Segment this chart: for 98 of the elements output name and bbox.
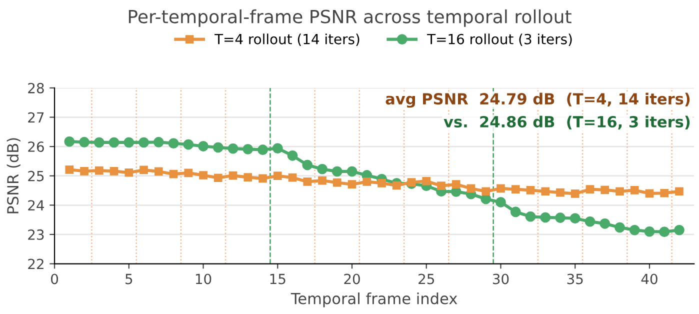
point — [570, 213, 580, 224]
x-tick-label: 25 — [418, 274, 434, 284]
point — [287, 150, 298, 161]
point — [124, 137, 134, 148]
y-tick-label: 24 — [28, 200, 44, 210]
point — [422, 176, 431, 186]
point — [644, 226, 655, 237]
y-tick-label: 28 — [28, 82, 44, 94]
point — [584, 216, 596, 227]
point — [214, 174, 222, 182]
point — [348, 180, 356, 189]
point — [94, 137, 104, 148]
point — [198, 141, 208, 152]
x-tick-label: 10 — [196, 274, 212, 284]
point — [496, 197, 506, 208]
x-tick-label: 15 — [270, 274, 286, 284]
point — [199, 171, 208, 180]
point — [258, 174, 267, 183]
point — [392, 181, 401, 190]
point — [629, 224, 640, 236]
point — [660, 188, 669, 198]
point — [346, 166, 358, 177]
point — [452, 180, 460, 189]
x-tick-label: 35 — [567, 274, 583, 284]
point — [318, 176, 326, 185]
point — [169, 170, 178, 178]
y-tick-label: 27 — [28, 112, 44, 123]
point — [183, 139, 194, 150]
point — [168, 138, 179, 149]
x-axis-title: Temporal frame index — [290, 292, 458, 308]
chart-title: Per-temporal-frame PSNR across temporal rollout — [128, 9, 572, 27]
point — [154, 167, 163, 176]
point — [65, 166, 74, 174]
point — [153, 136, 164, 148]
y-axis-title: PSNR (dB) — [6, 138, 20, 214]
y-tick-label: 23 — [28, 229, 44, 240]
point — [108, 137, 120, 148]
point — [228, 143, 238, 154]
x-tick-label: 40 — [641, 274, 658, 284]
point — [630, 186, 639, 194]
point — [303, 178, 312, 186]
point — [496, 184, 505, 193]
point — [540, 212, 551, 223]
point — [138, 137, 149, 148]
annotation: avg PSNR 24.79 dB (T=4, 14 iters) — [386, 92, 690, 108]
point — [94, 166, 104, 175]
point — [525, 211, 536, 222]
point — [510, 206, 521, 218]
legend-label: T=4 rollout (14 iters) — [214, 34, 360, 46]
point — [526, 186, 535, 194]
point — [273, 172, 282, 180]
point — [378, 179, 386, 188]
point — [675, 187, 684, 196]
point — [614, 222, 625, 233]
point — [482, 187, 490, 196]
point — [302, 160, 313, 170]
point — [272, 143, 283, 154]
x-tick-label: 5 — [126, 274, 132, 284]
point — [600, 186, 610, 194]
point — [466, 184, 476, 193]
y-tick-label: 26 — [28, 142, 44, 152]
point — [80, 166, 88, 176]
x-tick-label: 0 — [51, 274, 58, 284]
point — [317, 164, 328, 174]
point — [140, 166, 148, 174]
point — [124, 168, 134, 177]
x-tick-label: 20 — [344, 274, 360, 284]
point — [555, 212, 566, 223]
point — [212, 142, 224, 153]
y-tick-label: 25 — [28, 170, 44, 182]
point — [556, 188, 564, 197]
point — [437, 182, 446, 190]
point — [288, 173, 297, 182]
point — [659, 226, 670, 238]
point — [242, 144, 254, 154]
point — [674, 224, 684, 236]
point — [332, 178, 342, 187]
point — [79, 136, 90, 148]
point — [616, 187, 624, 196]
point — [570, 190, 580, 198]
annotation: vs. 24.86 dB (T=16, 3 iters) — [444, 116, 690, 130]
point — [511, 185, 520, 194]
point — [64, 136, 75, 147]
point — [586, 185, 594, 194]
point — [110, 166, 118, 176]
point — [184, 168, 193, 178]
point — [362, 178, 372, 186]
y-tick-label: 22 — [28, 258, 44, 270]
point — [541, 187, 550, 196]
point — [645, 189, 654, 198]
point — [600, 218, 610, 229]
x-tick-label: 30 — [492, 274, 509, 284]
point — [244, 173, 252, 182]
point — [228, 171, 238, 180]
point — [332, 166, 342, 177]
point — [407, 178, 416, 186]
point — [258, 144, 268, 155]
legend-label: T=16 rollout (3 iters) — [427, 34, 572, 46]
